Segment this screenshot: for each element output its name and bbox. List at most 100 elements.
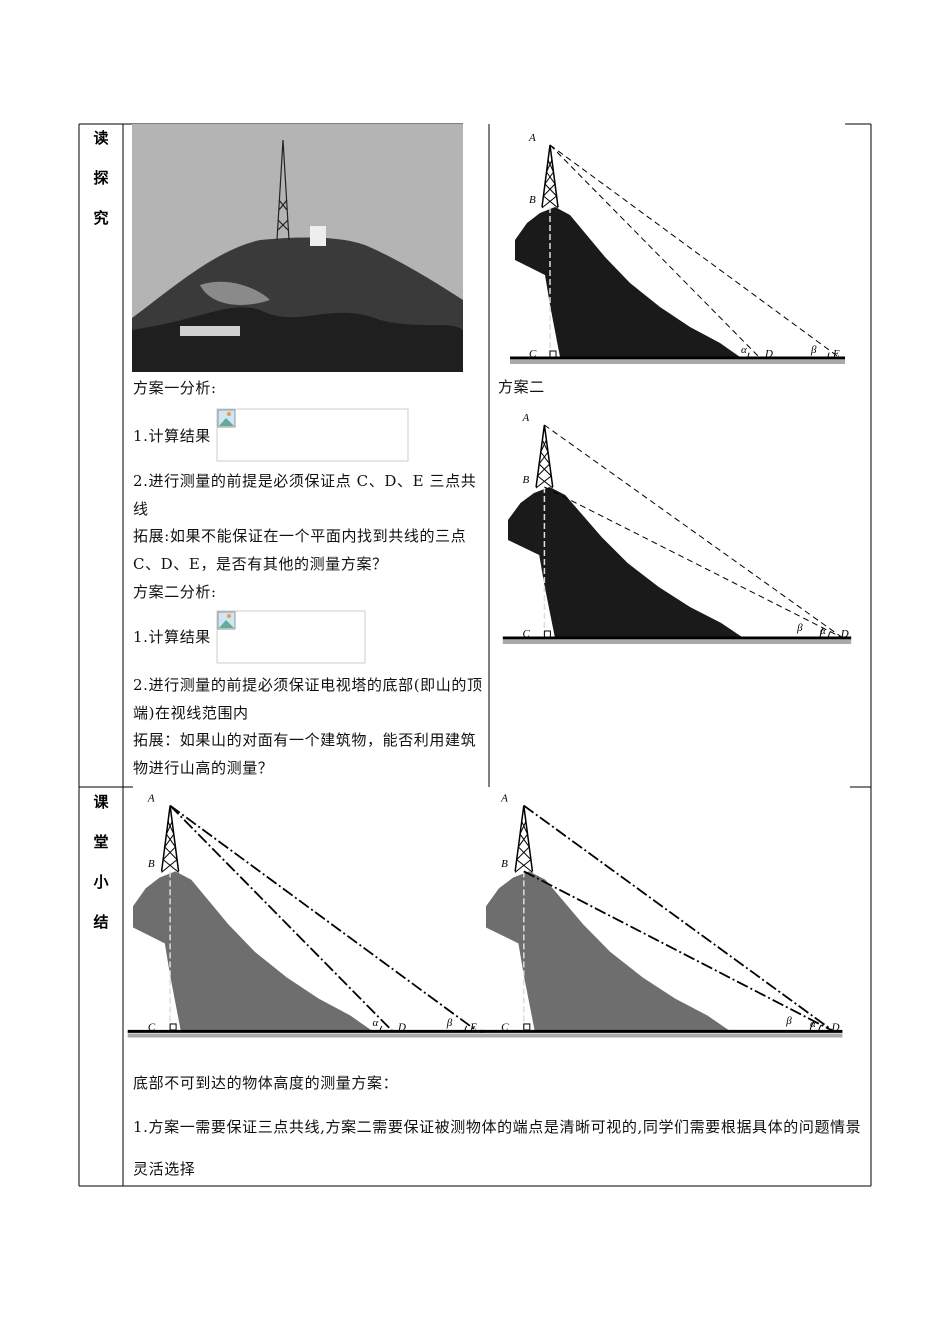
- tower-brace: [547, 159, 554, 173]
- summary-point: 1.方案一需要保证三点共线,方案二需要保证被测物体的端点是清晰可视的,同学们需要…: [133, 1118, 862, 1178]
- tower: [535, 424, 554, 488]
- tower-brace: [516, 846, 530, 861]
- point-label: α: [810, 1018, 816, 1030]
- hill: [486, 871, 729, 1031]
- tower: [160, 805, 180, 872]
- tower-brace: [538, 451, 549, 465]
- tower-brace: [164, 833, 175, 848]
- tower-brace: [540, 439, 547, 453]
- point-label: α: [820, 625, 826, 637]
- point-label: β: [785, 1015, 792, 1027]
- point-label: C: [529, 348, 537, 360]
- tower-brace: [165, 833, 176, 848]
- photo: [132, 124, 463, 372]
- point-label: C: [523, 628, 531, 640]
- tower-brace: [162, 859, 180, 873]
- plan-title: 方案一分析:: [133, 379, 217, 397]
- section-label: 课堂小结: [93, 793, 109, 931]
- angle-arc: [827, 631, 831, 639]
- point-label: B: [529, 194, 536, 206]
- tower-brace: [543, 183, 556, 197]
- diagram: A B Cβ α D: [480, 792, 843, 1038]
- sight-line: [169, 804, 394, 1033]
- tower-brace: [517, 833, 528, 848]
- point-label: C: [148, 1021, 156, 1033]
- ground-texture: [502, 640, 852, 644]
- extension: 拓展：如果山的对面有一个建筑物，能否利用建筑物进行山高的测量？: [133, 731, 477, 777]
- right-angle: [169, 1023, 177, 1031]
- tower-brace: [514, 859, 532, 873]
- ground-texture: [480, 1033, 843, 1038]
- point-label: A: [500, 792, 508, 804]
- tower-brace: [537, 463, 550, 477]
- extension: 拓展:如果不能保证在一个平面内找到共线的三点 C、D、E，是否有其他的测量方案？: [133, 527, 467, 573]
- tower-brace: [544, 183, 557, 197]
- point-label: D: [397, 1021, 406, 1033]
- sight-line: [523, 804, 835, 1033]
- angle-arc: [809, 1021, 815, 1032]
- table-borders: [78, 123, 872, 1187]
- angle-arc: [819, 627, 824, 639]
- point-label: α: [373, 1017, 379, 1029]
- caption: 方案二: [498, 378, 545, 396]
- point-label: β: [446, 1017, 453, 1029]
- point-label: D: [840, 628, 849, 640]
- hill: [515, 207, 740, 357]
- result-label: 1.计算结果: [133, 427, 211, 445]
- tower-brace: [521, 821, 529, 835]
- right-angle: [543, 630, 551, 638]
- angle-arc: [747, 352, 750, 359]
- tower: [541, 144, 559, 208]
- image-placeholder: [216, 408, 409, 664]
- sight-line: [523, 870, 835, 1033]
- tower-brace: [519, 821, 527, 835]
- point-label: A: [522, 412, 530, 424]
- ground-texture: [127, 1033, 483, 1038]
- tower-brace: [546, 159, 553, 173]
- sight-line: [544, 486, 844, 639]
- premise: 2.进行测量的前提是必须保证点 C、D、E 三点共线: [133, 472, 477, 518]
- angle-arc: [827, 352, 830, 359]
- tower-brace: [535, 475, 552, 489]
- tower: [514, 805, 534, 872]
- point-label: C: [501, 1021, 509, 1033]
- tower-brace: [162, 846, 176, 861]
- point-label: E: [469, 1021, 477, 1033]
- hill: [508, 487, 742, 637]
- angle-arc: [379, 1025, 383, 1032]
- ground-texture: [510, 360, 845, 364]
- tower-brace: [167, 821, 175, 835]
- point-label: β: [810, 344, 817, 356]
- tower-brace: [543, 195, 559, 209]
- plan-title: 方案二分析:: [133, 583, 217, 601]
- tower-brace: [161, 859, 178, 873]
- point-label: B: [523, 474, 530, 486]
- angle-arc: [464, 1025, 468, 1032]
- section-label: 读探究: [93, 129, 109, 227]
- point-label: E: [832, 348, 840, 360]
- tower-brace: [164, 846, 178, 861]
- tower-brace: [519, 833, 530, 848]
- sight-line: [169, 804, 479, 1033]
- tower-brace: [546, 171, 556, 185]
- hill: [133, 871, 372, 1031]
- point-label: D: [831, 1021, 840, 1033]
- point-label: A: [147, 792, 155, 804]
- tower-brace: [540, 451, 551, 465]
- sight-line: [544, 424, 844, 639]
- right-angle: [549, 350, 557, 358]
- point-label: D: [764, 348, 773, 360]
- result-label: 1.计算结果: [133, 628, 211, 646]
- right-angle: [523, 1023, 531, 1031]
- point-label: α: [741, 344, 747, 356]
- tower-brace: [541, 195, 557, 209]
- tower-brace: [544, 171, 554, 185]
- premise: 2.进行测量的前提必须保证电视塔的底部(即山的顶端)在视线范围内: [133, 676, 483, 722]
- tower-brace: [516, 859, 533, 873]
- tower-brace: [518, 846, 532, 861]
- tower-brace: [541, 439, 549, 453]
